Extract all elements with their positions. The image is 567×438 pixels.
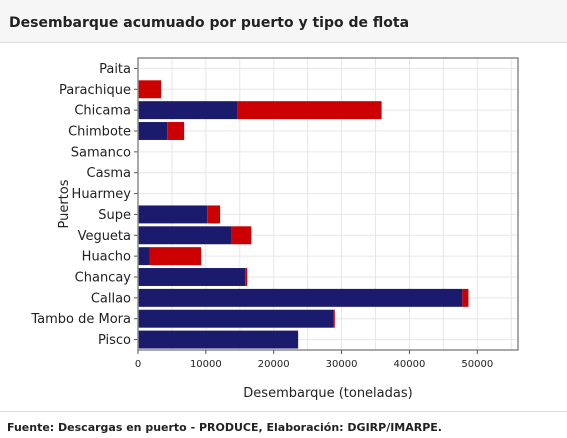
bar-vegueta-s1 [138,226,232,245]
y-tick-label: Huacho [82,250,131,265]
x-tick-label: 10000 [190,359,222,370]
x-axis-title: Desembarque (toneladas) [243,386,412,401]
y-tick-label: Huarmey [72,187,132,202]
bar-chancay-s1 [138,268,246,286]
y-tick-label: Chicama [74,104,131,119]
x-tick-label: 30000 [326,359,358,370]
y-axis-title: Puertos [57,179,72,228]
bar-callao-s2 [462,288,469,307]
y-tick-label: Chancay [75,271,132,286]
bar-chimbote-s2 [167,122,185,140]
bar-huacho-s2 [149,247,202,266]
bar-chancay-s2 [245,268,248,286]
bar-parachique-s2 [138,80,162,99]
x-tick-label: 20000 [258,359,290,370]
y-tick-label: Parachique [59,83,131,98]
y-tick-label: Callao [91,291,131,306]
x-tick-label: 0 [135,359,141,370]
x-tick-label: 50000 [461,359,493,370]
y-tick-label: Paita [99,62,131,77]
y-tick-label: Casma [87,166,131,181]
bar-chicama-s2 [237,101,382,120]
bar-pisco-s1 [138,330,299,349]
bar-chart: Paita Parachique Chicama Chimbote Samanco Cas… [30,57,519,401]
y-tick-label: Samanco [71,145,131,160]
y-tick-label: Tambo de Mora [30,312,131,327]
bar-tambo-de-mora-s1 [138,309,334,328]
x-tick-label: 40000 [394,359,426,370]
page-title: Desembarque acumuado por puerto y tipo d… [9,15,410,31]
bar-chimbote-s1 [138,122,168,140]
header: Desembarque acumuado por puerto y tipo d… [0,0,567,43]
bar-supe-s2 [207,205,221,224]
y-tick-label: Pisco [98,333,131,348]
bar-chicama-s1 [138,101,238,120]
y-tick-label: Chimbote [68,125,131,140]
footer: Fuente: Descargas en puerto - PRODUCE, E… [0,411,567,438]
chart-area: Paita Parachique Chicama Chimbote Samanco Cas… [0,43,567,411]
bar-tambo-de-mora-s2 [333,309,335,328]
y-tick-label: Supe [98,208,131,223]
source-note: Fuente: Descargas en puerto - PRODUCE, E… [7,421,442,434]
bar-vegueta-s2 [231,226,252,245]
bar-huacho-s1 [138,247,150,266]
plot-frame [137,57,519,351]
bar-supe-s1 [138,205,208,224]
bar-callao-s1 [138,288,463,307]
y-tick-label: Vegueta [78,229,131,244]
